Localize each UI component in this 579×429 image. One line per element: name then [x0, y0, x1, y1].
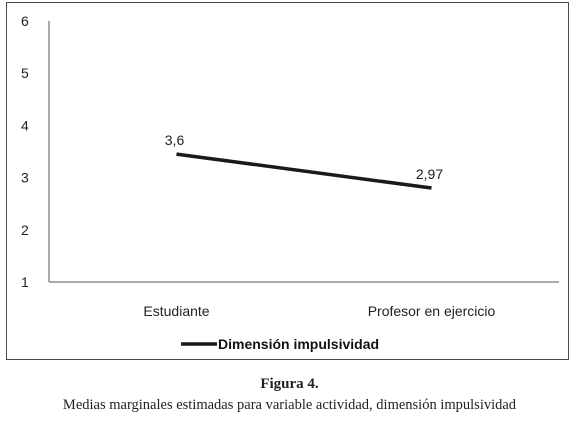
x-category-label: Estudiante — [143, 303, 209, 319]
figure-caption-title: Figura 4. — [260, 376, 319, 392]
y-tick-label: 3 — [21, 170, 29, 186]
x-category-label: Profesor en ejercicio — [368, 303, 496, 319]
y-tick-label: 2 — [21, 222, 29, 238]
chart-frame: 1 2 3 4 5 6 Estudiante Profesor en ejercicio 3,6… — [6, 2, 569, 360]
y-tick-label: 6 — [21, 13, 29, 29]
line-chart: 1 2 3 4 5 6 Estudiante Profesor en ejercicio 3,6… — [21, 13, 559, 352]
data-label: 3,6 — [165, 132, 185, 148]
y-tick-label: 1 — [21, 274, 29, 290]
y-tick-label: 4 — [21, 117, 29, 133]
series-line-impulsividad — [176, 152, 432, 190]
data-label: 2,97 — [416, 166, 443, 182]
legend-label: Dimensión impulsividad — [218, 336, 379, 352]
figure-caption-text: Medias marginales estimadas para variabl… — [62, 397, 517, 413]
y-tick-label: 5 — [21, 65, 29, 81]
